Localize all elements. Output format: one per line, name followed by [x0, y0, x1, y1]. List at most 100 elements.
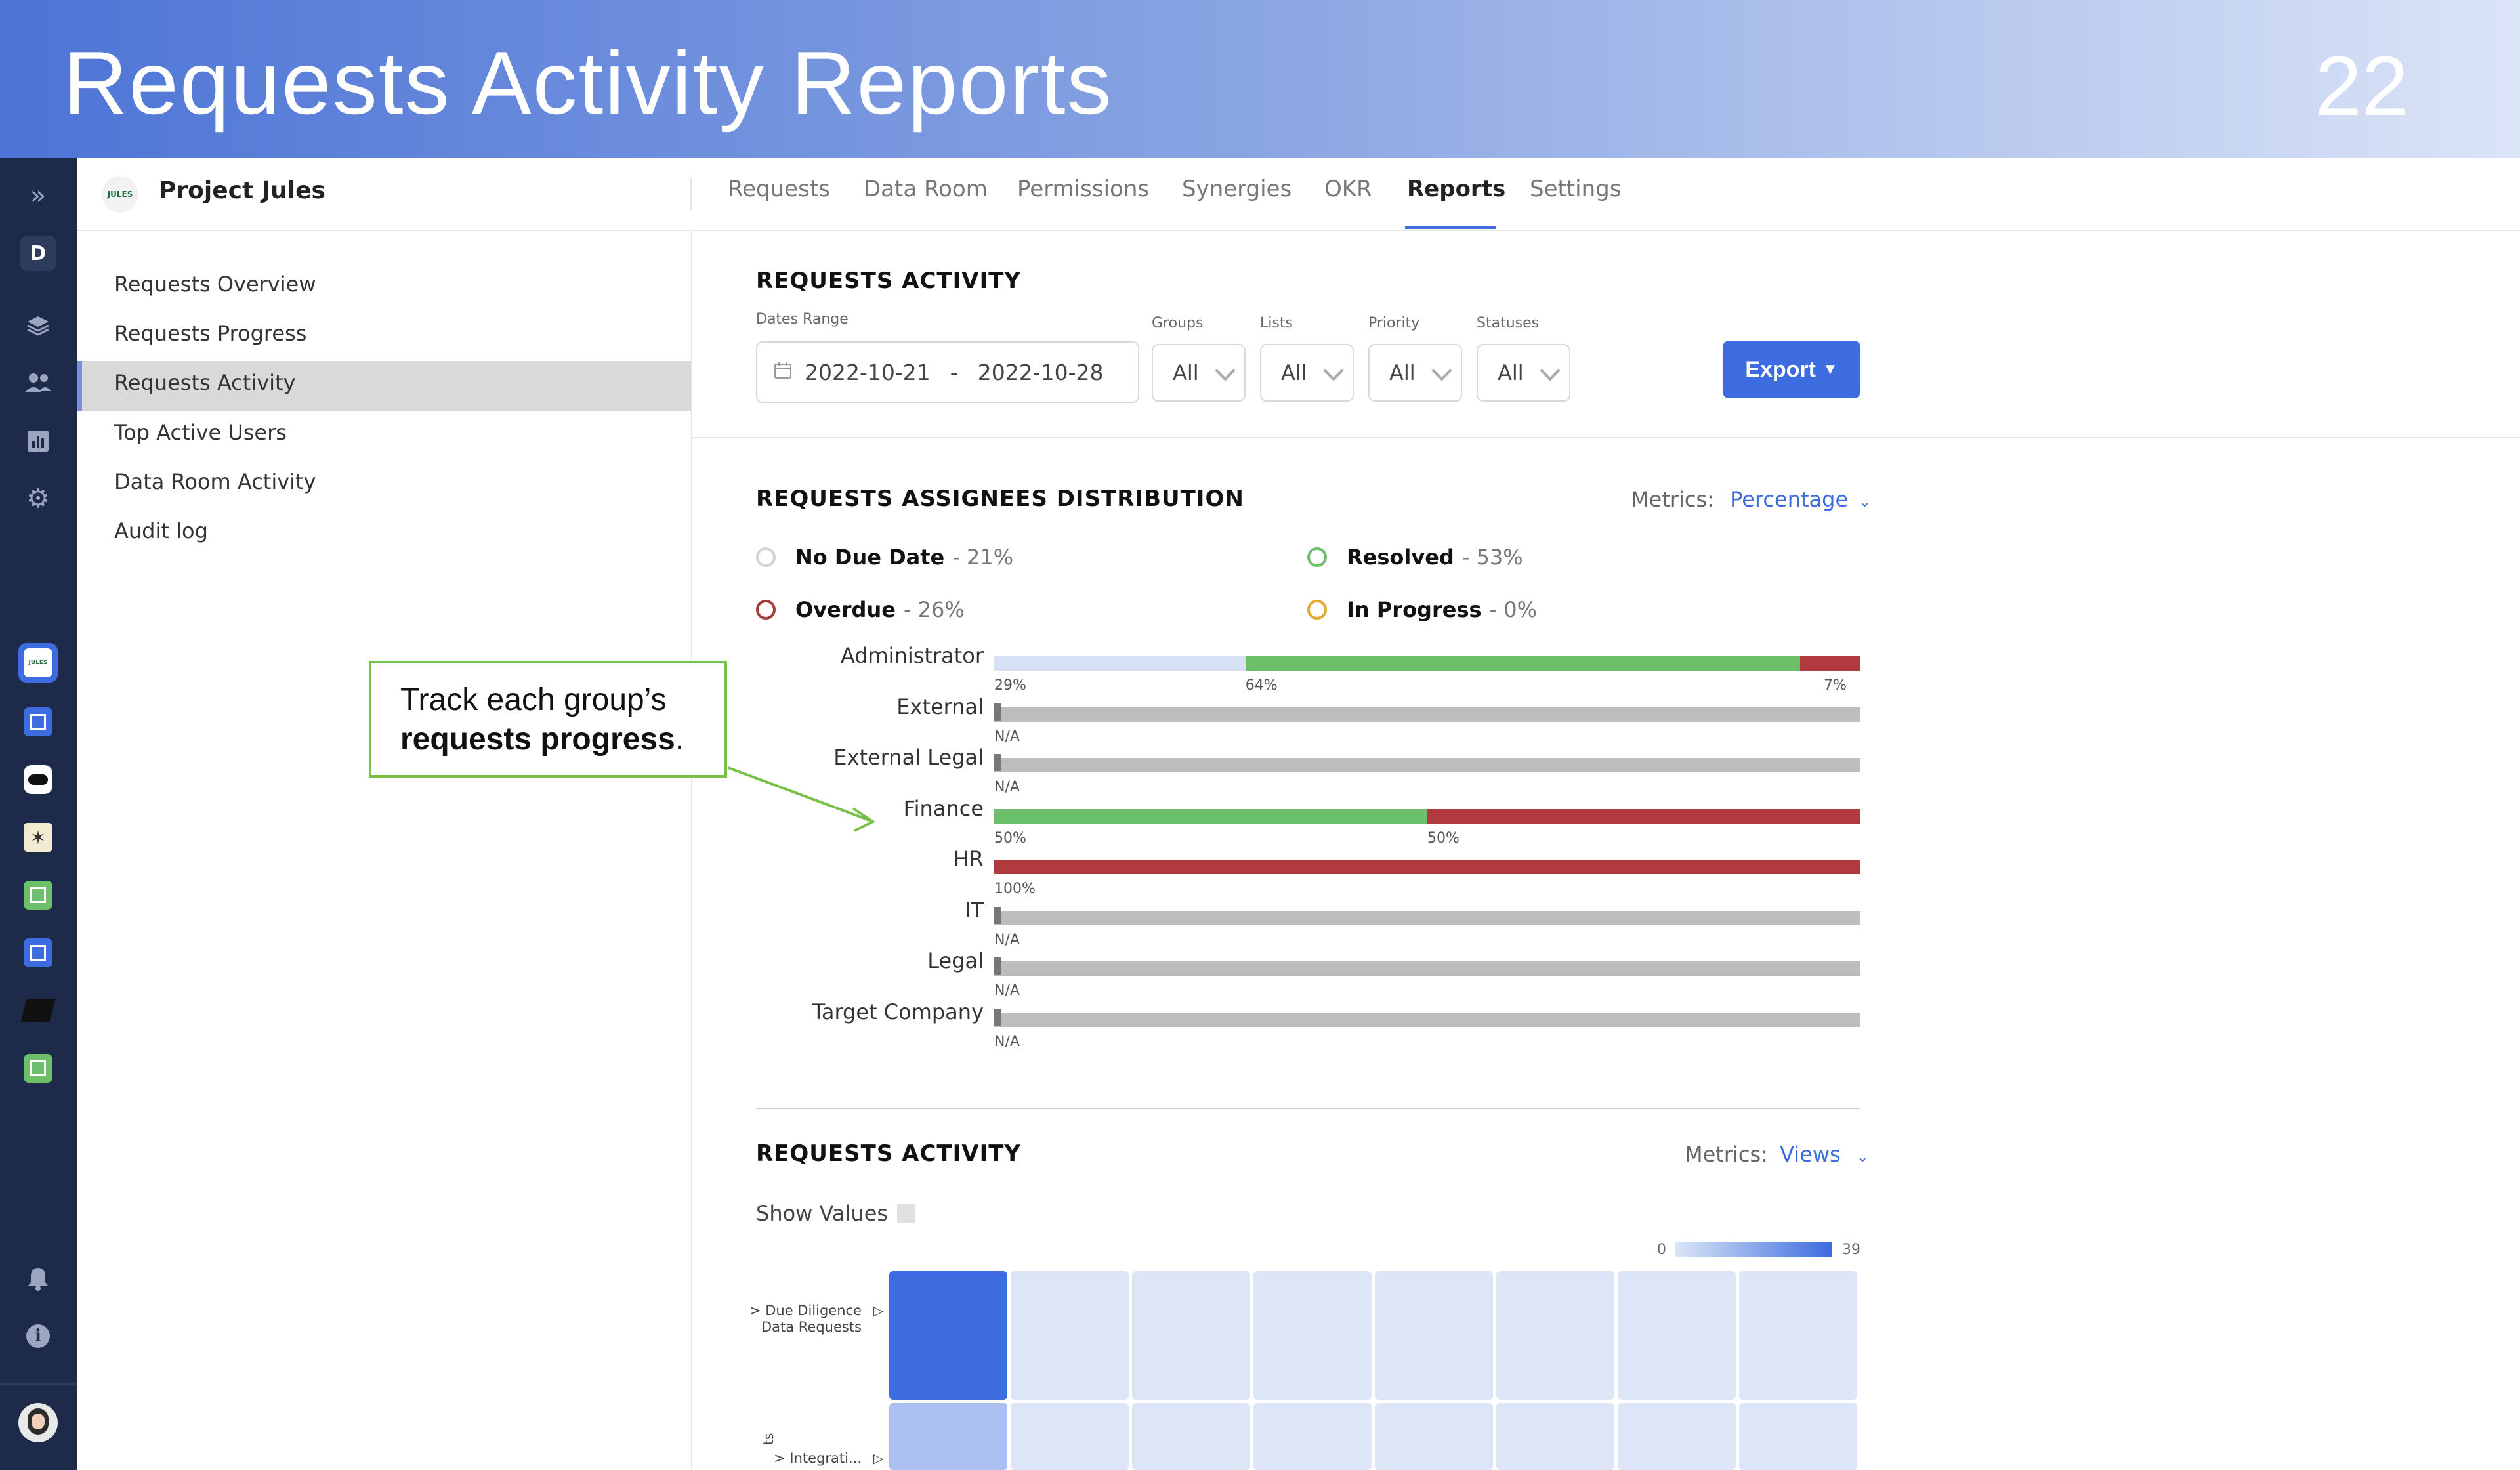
- legend-name: Overdue: [795, 597, 896, 622]
- legend-circle-icon: [756, 600, 776, 620]
- bar-track[interactable]: [994, 808, 1860, 824]
- tab-okr[interactable]: OKR: [1324, 176, 1372, 202]
- tab-permissions[interactable]: Permissions: [1017, 176, 1150, 202]
- priority-value: All: [1389, 360, 1416, 385]
- bar-segment[interactable]: [994, 656, 1246, 671]
- heatmap-cell[interactable]: [1375, 1403, 1493, 1470]
- export-button[interactable]: Export ▼: [1723, 341, 1860, 398]
- heatmap-cell[interactable]: [1618, 1271, 1736, 1400]
- bar-track[interactable]: [994, 860, 1860, 874]
- show-values-checkbox[interactable]: [897, 1204, 916, 1223]
- app-dark-logo-icon[interactable]: [18, 760, 58, 799]
- tab-reports[interactable]: Reports: [1407, 176, 1506, 202]
- project-name[interactable]: Project Jules: [159, 177, 326, 204]
- app-board-green-icon[interactable]: [18, 875, 58, 915]
- calendar-icon: [773, 360, 793, 385]
- groups-label: Groups: [1152, 315, 1204, 331]
- heatmap-cell[interactable]: [1132, 1271, 1250, 1400]
- groups-value: All: [1173, 360, 1199, 385]
- reports-sidebar: Requests Overview Requests Progress Requ…: [77, 231, 692, 1470]
- tab-requests[interactable]: Requests: [728, 176, 830, 202]
- bar-label: External Legal: [833, 745, 984, 770]
- reports-icon[interactable]: [20, 423, 56, 459]
- app-board-green-2-icon[interactable]: [18, 1049, 58, 1088]
- app-board-blue-icon[interactable]: [18, 702, 58, 742]
- dates-range-input[interactable]: 2022-10-21 - 2022-10-28: [756, 341, 1139, 403]
- heatmap-cell[interactable]: [1011, 1403, 1129, 1470]
- distribution-metrics[interactable]: Metrics: Percentage ⌄: [1631, 487, 1871, 512]
- bar-label: External: [896, 694, 984, 719]
- callout-bold-text: requests progress: [400, 722, 675, 757]
- app-board-blue-2-icon[interactable]: [18, 933, 58, 973]
- sidebar-item-data-room-activity[interactable]: Data Room Activity: [114, 469, 316, 494]
- sidebar-item-requests-overview[interactable]: Requests Overview: [114, 272, 316, 297]
- dates-range-label: Dates Range: [756, 311, 849, 327]
- sidebar-item-audit-log[interactable]: Audit log: [114, 518, 208, 543]
- heatmap-cell[interactable]: [1739, 1271, 1857, 1400]
- bar-track[interactable]: [994, 957, 1860, 976]
- show-values-toggle[interactable]: Show Values: [756, 1201, 916, 1226]
- bar-track[interactable]: [994, 754, 1860, 772]
- bar-value-label: N/A: [994, 728, 1020, 745]
- groups-select[interactable]: All: [1152, 344, 1246, 402]
- users-icon[interactable]: [20, 365, 56, 402]
- heatmap-cell[interactable]: [1496, 1271, 1614, 1400]
- sidebar-active-highlight: [77, 361, 691, 411]
- bar-track[interactable]: [994, 703, 1860, 722]
- expand-row-icon[interactable]: ▷: [873, 1450, 884, 1466]
- chevron-down-icon: ⌄: [1858, 494, 1871, 511]
- gear-icon[interactable]: ⚙: [26, 484, 50, 514]
- heatmap-cell[interactable]: [1253, 1403, 1372, 1470]
- expand-rail-icon[interactable]: »: [30, 180, 47, 211]
- legend-overdue: Overdue - 26%: [756, 597, 965, 622]
- bar-track[interactable]: [994, 656, 1860, 671]
- tab-settings[interactable]: Settings: [1530, 176, 1622, 202]
- lists-select[interactable]: All: [1260, 344, 1354, 402]
- heatmap-cell[interactable]: [1739, 1403, 1857, 1470]
- heatmap-cell[interactable]: [1011, 1271, 1129, 1400]
- heatmap-cell[interactable]: [889, 1271, 1007, 1400]
- bar-label: IT: [965, 897, 984, 923]
- slide-banner: Requests Activity Reports 22: [0, 0, 2520, 158]
- bar-segment[interactable]: [994, 860, 1860, 874]
- sidebar-item-requests-progress[interactable]: Requests Progress: [114, 321, 307, 346]
- bell-icon[interactable]: [20, 1260, 56, 1297]
- sidebar-item-requests-activity[interactable]: Requests Activity: [114, 370, 296, 395]
- tab-synergies[interactable]: Synergies: [1182, 176, 1292, 202]
- layers-icon[interactable]: [20, 307, 56, 344]
- app-figure-icon[interactable]: ✶: [18, 818, 58, 857]
- priority-select[interactable]: All: [1368, 344, 1462, 402]
- lists-value: All: [1281, 360, 1307, 385]
- section-divider: [756, 1108, 1860, 1109]
- expand-row-icon[interactable]: ▷: [873, 1303, 884, 1318]
- active-tab-indicator: [1405, 226, 1496, 229]
- date-from: 2022-10-21: [805, 359, 931, 385]
- heatmap-cell[interactable]: [889, 1403, 1007, 1470]
- priority-label: Priority: [1368, 315, 1420, 331]
- bar-segment[interactable]: [994, 808, 1427, 824]
- bar-value-label: 50%: [1427, 830, 1460, 847]
- bar-segment[interactable]: [1245, 656, 1800, 671]
- bar-track[interactable]: [994, 906, 1860, 925]
- activity-metrics[interactable]: Metrics: Views ⌄: [1685, 1142, 1868, 1167]
- bar-segment[interactable]: [1427, 808, 1860, 824]
- bar-segment[interactable]: [1799, 656, 1860, 671]
- user-avatar[interactable]: [18, 1403, 58, 1442]
- bar-track[interactable]: [994, 1008, 1860, 1027]
- heatmap-cell[interactable]: [1375, 1271, 1493, 1400]
- heatmap-cell[interactable]: [1132, 1403, 1250, 1470]
- heatmap-cell[interactable]: [1253, 1271, 1372, 1400]
- legend-circle-icon: [756, 547, 776, 567]
- sidebar-active-bar: [77, 361, 82, 411]
- info-icon[interactable]: i: [20, 1318, 56, 1354]
- app-jules-icon[interactable]: JULES: [18, 643, 58, 682]
- heatmap-cell[interactable]: [1618, 1403, 1736, 1470]
- workspace-avatar[interactable]: D: [20, 235, 56, 272]
- statuses-select[interactable]: All: [1477, 344, 1570, 402]
- metrics-label: Metrics:: [1685, 1142, 1768, 1167]
- filters-divider: [692, 437, 2520, 438]
- sidebar-item-top-active-users[interactable]: Top Active Users: [114, 420, 287, 445]
- tab-data-room[interactable]: Data Room: [864, 176, 988, 202]
- heatmap-cell[interactable]: [1496, 1403, 1614, 1470]
- legend-in-progress: In Progress - 0%: [1307, 597, 1537, 622]
